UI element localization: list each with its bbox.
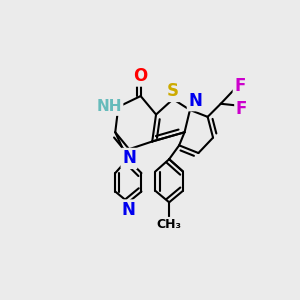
Text: CH₃: CH₃ [157,218,182,231]
Text: F: F [236,100,247,118]
Text: O: O [134,67,148,85]
Text: N: N [122,201,135,219]
Text: N: N [188,92,202,110]
Text: F: F [234,77,246,95]
Text: NH: NH [96,99,122,114]
Text: N: N [122,149,136,167]
Text: S: S [167,82,179,100]
